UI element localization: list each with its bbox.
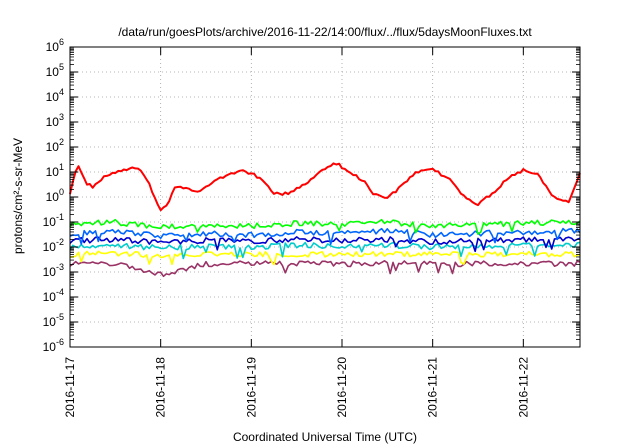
grid-lines [70, 47, 580, 347]
y-tick-label: 10-1 [43, 212, 64, 229]
tick-marks [69, 46, 580, 348]
y-tick-labels: 106 105 104 103 102 101 100 10-1 10-2 10-3 10-4 10-… [43, 37, 64, 354]
y-tick-label: 101 [46, 162, 64, 179]
y-tick-label: 103 [46, 112, 64, 129]
x-tick-label: 2016-11-17 [63, 357, 77, 418]
series-line-6 [69, 259, 581, 278]
x-axis-title: Coordinated Universal Time (UTC) [233, 430, 417, 444]
series-line-3 [69, 236, 581, 253]
chart-title: /data/run/goesPlots/archive/2016-11-22/1… [118, 25, 532, 39]
y-tick-label: 104 [46, 87, 64, 104]
y-tick-label: 10-3 [43, 262, 64, 279]
x-tick-label: 2016-11-19 [244, 357, 258, 418]
y-tick-label: 10-2 [43, 237, 64, 254]
series-line-0 [69, 162, 581, 212]
series-line-5 [69, 250, 581, 266]
series-line-2 [69, 227, 581, 245]
x-tick-label: 2016-11-20 [335, 357, 349, 418]
y-tick-label: 102 [46, 137, 64, 154]
y-tick-label: 106 [46, 37, 64, 54]
x-tick-label: 2016-11-21 [426, 357, 440, 418]
y-tick-label: 10-5 [43, 312, 64, 329]
x-tick-labels: 2016-11-17 2016-11-18 2016-11-19 2016-11-20… [63, 357, 530, 418]
y-tick-label: 105 [46, 62, 64, 79]
y-tick-label: 10-6 [43, 337, 64, 354]
y-tick-label: 10-4 [43, 287, 64, 304]
y-tick-label: 100 [46, 187, 64, 204]
series-line-4 [69, 241, 581, 260]
series-group [69, 162, 581, 278]
x-tick-label: 2016-11-22 [516, 357, 530, 418]
series-line-1 [69, 218, 581, 235]
y-axis-title: protons/cm²-s-sr-MeV [11, 138, 25, 254]
x-tick-label: 2016-11-18 [154, 357, 168, 418]
